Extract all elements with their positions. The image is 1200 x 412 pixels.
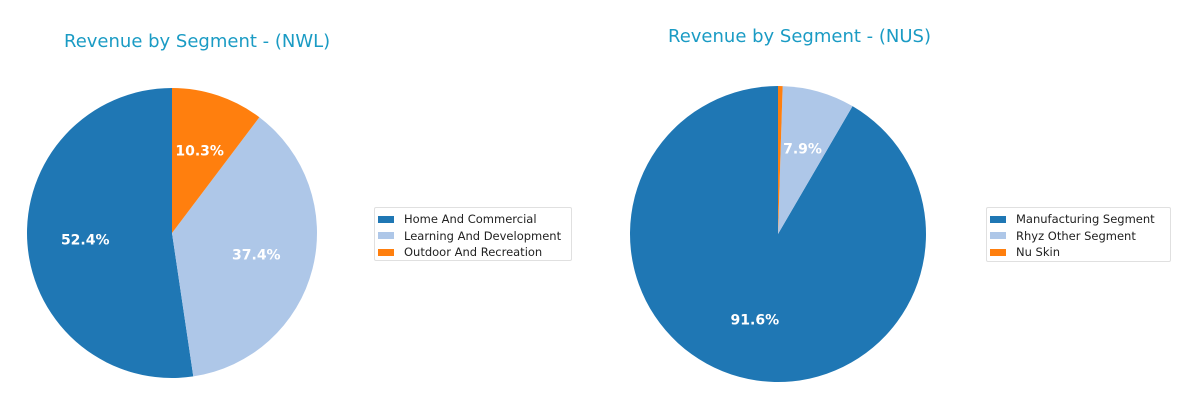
pie-slice [172, 117, 318, 377]
legend-label: Nu Skin [1016, 245, 1060, 260]
chart-panel-nwl: Revenue by Segment - (NWL) 52.4% 37.4% 10.… [27, 31, 572, 378]
legend-label: Home And Commercial [404, 212, 537, 227]
legend-item: Learning And Development [378, 228, 567, 245]
legend-swatch-icon [378, 215, 394, 223]
pie-chart-nwl: 52.4% 37.4% 10.3% [27, 88, 318, 378]
legend-item: Nu Skin [990, 244, 1166, 261]
legend-swatch-icon [990, 215, 1006, 223]
legend-swatch-icon [378, 232, 394, 240]
slice-percent-label: 37.4% [232, 247, 281, 263]
pie-slice [172, 88, 260, 233]
slice-percent-label: 91.6% [731, 313, 780, 329]
legend-swatch-icon [990, 248, 1006, 256]
legend-item: Manufacturing Segment [990, 211, 1166, 228]
chart-title-nus: Revenue by Segment - (NUS) [668, 26, 931, 47]
legend-label: Manufacturing Segment [1016, 212, 1155, 227]
legend-item: Rhyz Other Segment [990, 228, 1166, 245]
legend-label: Learning And Development [404, 228, 562, 243]
pie-slice [778, 86, 853, 234]
legend-item: Outdoor And Recreation [378, 244, 567, 261]
pie-slice [778, 86, 783, 234]
slice-percent-label: 7.9% [783, 142, 822, 158]
pie-slice [27, 88, 194, 378]
legend-nwl: Home And Commercial Learning And Develop… [374, 207, 572, 261]
legend-item: Home And Commercial [378, 211, 567, 228]
legend-label: Rhyz Other Segment [1016, 228, 1136, 243]
legend-swatch-icon [378, 248, 394, 256]
slice-percent-label: 52.4% [61, 232, 110, 248]
chart-title-nwl: Revenue by Segment - (NWL) [64, 31, 331, 52]
pie-slice [630, 86, 927, 382]
slice-percent-label: 10.3% [175, 144, 224, 160]
legend-label: Outdoor And Recreation [404, 245, 543, 260]
legend-swatch-icon [990, 232, 1006, 240]
legend-nus: Manufacturing Segment Rhyz Other Segment… [986, 207, 1171, 262]
